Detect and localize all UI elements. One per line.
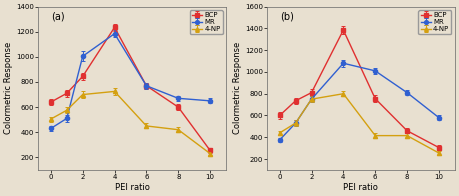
Text: (b): (b) [280, 12, 294, 22]
Legend: BCP, MR, 4-NP: BCP, MR, 4-NP [190, 10, 223, 34]
Legend: BCP, MR, 4-NP: BCP, MR, 4-NP [419, 10, 451, 34]
X-axis label: PEI ratio: PEI ratio [343, 183, 378, 192]
X-axis label: PEI ratio: PEI ratio [115, 183, 150, 192]
Text: (a): (a) [51, 12, 65, 22]
Y-axis label: Colormetric Response: Colormetric Response [4, 42, 13, 134]
Y-axis label: Colormetric Response: Colormetric Response [233, 42, 242, 134]
